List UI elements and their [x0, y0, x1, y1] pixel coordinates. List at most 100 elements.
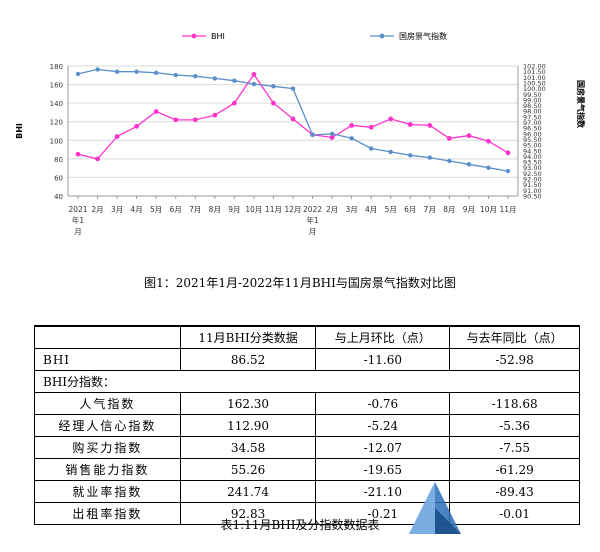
- table-cell: -0.01: [449, 502, 580, 525]
- legend-label: 国房景气指数: [399, 31, 447, 41]
- data-point: [388, 149, 393, 155]
- data-point: [153, 70, 159, 75]
- watermark-logo: [409, 482, 461, 534]
- data-point: [505, 168, 511, 174]
- y-left-tick-label: 160: [50, 82, 63, 90]
- data-point: [75, 151, 81, 157]
- x-tick-label: 8月: [443, 205, 455, 214]
- table-header-cell: 与去年同比（点）: [449, 325, 580, 349]
- legend-swatch-marker: [191, 33, 197, 39]
- chart-series: [75, 67, 511, 174]
- y-left-tick-label: 180: [50, 63, 63, 71]
- table-cell: 112.90: [179, 414, 317, 437]
- y-right-tick-label: 99.50: [523, 91, 542, 99]
- data-point: [271, 84, 276, 89]
- y-right-tick-label: 100.00: [523, 85, 546, 93]
- data-point: [95, 67, 100, 72]
- y-right-tick-label: 97.00: [523, 119, 542, 127]
- data-point: [407, 122, 413, 127]
- x-tick-label: 2月: [326, 205, 338, 214]
- y-right-tick-label: 98.50: [523, 102, 542, 110]
- figure-caption: 图1：2021年1月-2022年11月BHI与国房景气指数对比图: [144, 276, 456, 290]
- data-point: [212, 112, 218, 118]
- y-right-tick-label: 101.50: [523, 68, 546, 76]
- y-right-tick-label: 91.00: [523, 187, 542, 195]
- chart-gridlines: [68, 65, 518, 197]
- data-point: [349, 136, 354, 141]
- data-point: [290, 116, 296, 122]
- data-point: [212, 76, 218, 81]
- y-right-tick-label: 92.50: [523, 170, 542, 178]
- data-point: [427, 155, 433, 160]
- y-right-tick-label: 91.50: [523, 181, 542, 189]
- data-point: [251, 71, 257, 77]
- data-point: [271, 100, 276, 106]
- table-cell: 162.30: [179, 392, 317, 415]
- data-point: [427, 123, 433, 128]
- table-cell: -11.60: [315, 348, 451, 371]
- table-row-bhi: BHI 86.52 -11.60 -52.98: [34, 348, 580, 371]
- data-point: [486, 138, 491, 144]
- data-point: [232, 78, 237, 83]
- y-right-tick-label: 96.00: [523, 130, 542, 138]
- table-cell: -118.68: [449, 392, 580, 415]
- y-right-tick-label: 93.00: [523, 164, 542, 172]
- y-axis-right: 90.5091.0091.5092.0092.5093.0093.5094.00…: [517, 63, 586, 201]
- legend-label: BHI: [211, 32, 225, 41]
- data-point: [368, 146, 374, 151]
- row-label: 经理人信心指数: [34, 414, 181, 437]
- y-right-tick-label: 98.00: [523, 108, 542, 116]
- x-tick-label: 10月: [245, 205, 262, 214]
- data-point: [368, 124, 374, 130]
- data-point: [192, 117, 198, 123]
- data-point: [310, 132, 315, 138]
- x-tick-label: 7月: [424, 205, 436, 214]
- y-left-tick-label: 100: [50, 137, 63, 145]
- table-cell: -12.07: [315, 436, 451, 459]
- bhi-comparison-chart: BHI 国房景气指数 40 60 80 100 120 140 160 180 BHI 90.50…: [15, 31, 586, 236]
- legend-swatch-marker: [379, 33, 385, 39]
- data-point: [329, 135, 335, 140]
- data-point: [173, 117, 179, 123]
- data-point: [134, 69, 139, 74]
- x-tick-label: 9月: [228, 205, 240, 214]
- table-cell: 92.83: [179, 502, 317, 525]
- table-header-cell: 与上月环比（点）: [315, 325, 451, 349]
- x-tick-label: 11月: [265, 205, 282, 214]
- y-right-tick-label: 101.00: [523, 74, 546, 82]
- y-right-tick-label: 90.50: [523, 193, 542, 201]
- data-point: [153, 109, 159, 114]
- table-row: 购买力指数 34.58 -12.07 -7.55: [34, 436, 580, 459]
- y-right-tick-label: 94.00: [523, 153, 542, 161]
- y-axis-left: 40 60 80 100 120 140 160 180 BHI: [15, 63, 69, 201]
- x-tick-label: 4月: [365, 205, 377, 214]
- y-right-tick-label: 96.50: [523, 125, 542, 133]
- data-point: [251, 81, 257, 87]
- table-cell: -5.24: [315, 414, 451, 437]
- x-tick-label: 5月: [385, 205, 397, 214]
- data-point: [466, 162, 472, 167]
- table-header-row: 11月BHI分类数据 与上月环比（点） 与去年同比（点）: [34, 325, 580, 349]
- table-row: 就业率指数 241.74 -21.10 -89.43: [34, 480, 580, 503]
- table-subheader-row: BHI分指数：: [34, 370, 580, 393]
- table-cell: 34.58: [179, 436, 317, 459]
- table-cell: 86.52: [179, 348, 317, 371]
- row-label: 销售能力指数: [34, 458, 181, 481]
- data-point: [134, 123, 140, 129]
- sub-index-heading: BHI分指数：: [34, 370, 580, 393]
- row-label: 人气指数: [34, 392, 181, 415]
- table-header-cell: [34, 325, 181, 349]
- table-cell: -52.98: [449, 348, 580, 371]
- table-cell: 241.74: [179, 480, 317, 503]
- data-point: [173, 72, 178, 78]
- y-left-tick-label: 60: [54, 174, 63, 182]
- x-tick-label: 2月: [91, 205, 103, 214]
- y-left-tick-label: 40: [54, 193, 63, 201]
- y-right-tick-label: 102.00: [523, 63, 546, 71]
- data-point: [290, 86, 296, 91]
- data-point: [114, 134, 120, 139]
- y-left-tick-label: 80: [54, 156, 63, 164]
- y-right-tick-label: 97.50: [523, 113, 542, 121]
- row-label: 购买力指数: [34, 436, 181, 459]
- y-right-axis-label: 国房景气指数: [576, 80, 586, 129]
